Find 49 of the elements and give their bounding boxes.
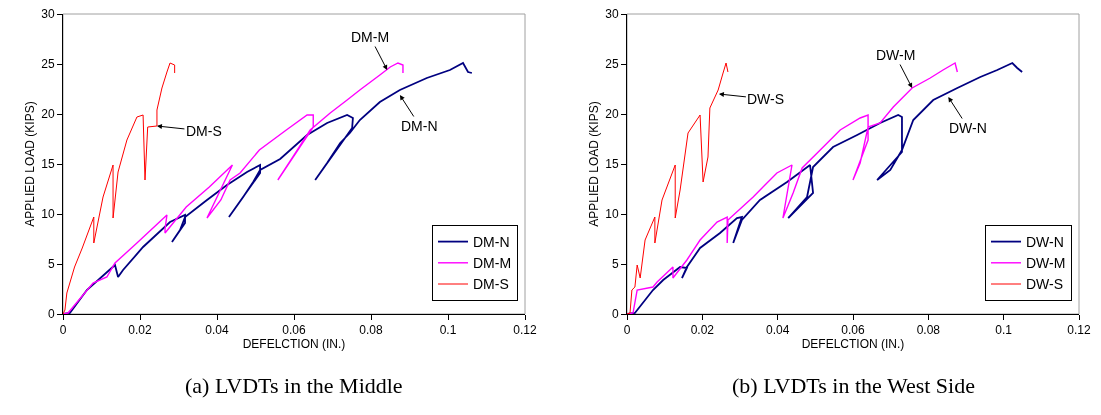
annotation: DM-M [351,29,390,45]
y-tick-label: 5 [611,257,619,272]
x-tick-label: 0.06 [841,323,865,338]
y-tick-label: 20 [41,107,55,122]
x-axis-title: DEFELCTION (IN.) [242,337,346,352]
line-series [63,62,176,314]
annotation: DW-S [747,91,785,107]
legend-label: DW-N [1026,234,1064,251]
annotation: DM-N [401,118,438,134]
x-tick-label: 0.1 [439,323,457,338]
x-tick-label: 0 [623,323,631,338]
y-tick-label: 5 [47,257,55,272]
x-tick-label: 0.02 [128,323,152,338]
y-tick-label: 30 [41,7,55,22]
x-tick-label: 0.04 [765,323,790,338]
y-tick-label: 25 [605,57,619,72]
y-tick-label: 10 [605,207,619,222]
x-tick-label: 0.02 [690,323,715,338]
y-tick-label: 0 [611,307,619,322]
y-tick-label: 20 [605,107,619,122]
y-tick-label: 15 [41,157,55,172]
x-tick-label: 0.04 [205,323,229,338]
x-tick-label: 0.06 [282,323,306,338]
y-axis-title: APPLIED LOAD (KIPS) [22,101,37,227]
line-series [627,62,729,314]
y-tick-label: 0 [47,307,55,322]
legend-label: DW-M [1026,255,1066,272]
y-axis-title: APPLIED LOAD (KIPS) [586,101,601,227]
y-tick-label: 30 [605,7,619,22]
x-tick-label: 0 [59,323,67,338]
legend-label: DW-S [1026,276,1064,293]
x-tick-label: 0.08 [916,323,941,338]
x-tick-label: 0.08 [359,323,383,338]
text: (b) LVDTs in the West Side [732,373,975,398]
y-tick-label: 25 [41,57,55,72]
y-tick-label: 10 [41,207,55,222]
legend-label: DM-N [473,234,510,251]
legend-label: DM-S [473,276,509,293]
annotation: DW-M [876,47,916,63]
annotation: DM-S [186,123,222,139]
line-series [63,62,404,314]
legend-label: DM-M [473,255,512,272]
x-tick-label: 0.12 [1067,323,1091,338]
y-tick-label: 15 [605,157,619,172]
x-tick-label: 0.12 [513,323,537,338]
x-axis-title: DEFELCTION (IN.) [801,337,905,352]
text: (a) LVDTs in the Middle [185,373,403,398]
annotation: DW-N [949,120,987,136]
x-tick-label: 0.1 [995,323,1013,338]
